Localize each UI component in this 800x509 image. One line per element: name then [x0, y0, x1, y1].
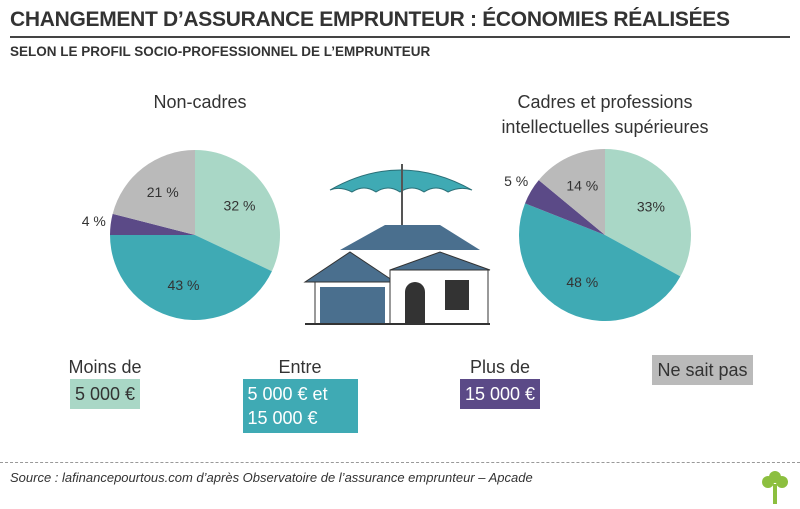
legend-item: Moins de 5 000 €: [50, 355, 160, 409]
legend: Moins de 5 000 € Entre 5 000 € et 15 000 € P…: [0, 355, 800, 455]
legend-swatch-label: 15 000 €: [459, 379, 541, 409]
charts: 32 % 43 % 4 % 21 % 33% 48 % 5 % 14 %: [82, 149, 691, 325]
pie-slice: [112, 150, 195, 235]
legend-item: Entre 5 000 € et 15 000 €: [235, 355, 365, 433]
value-label: 21 %: [147, 184, 179, 200]
legend-item: Ne sait pas: [640, 355, 765, 385]
legend-swatch-label: 5 000 €: [69, 379, 141, 409]
value-label: 14 %: [566, 177, 598, 193]
title-rule: [10, 36, 790, 38]
value-label: 48 %: [566, 274, 598, 290]
legend-swatch-label: Ne sait pas: [652, 355, 753, 385]
subtitle: SELON LE PROFIL SOCIO-PROFESSIONNEL DE L…: [10, 44, 431, 59]
value-label: 43 %: [168, 277, 200, 293]
logo: [762, 471, 788, 504]
pie-slice: [605, 149, 691, 277]
pie-slice: [110, 235, 272, 321]
legend-item: Plus de 15 000 €: [445, 355, 555, 409]
value-label: 4 %: [82, 213, 106, 229]
pie-slice: [519, 203, 681, 321]
chart-title: Cadres et professions intellectuelles su…: [501, 92, 709, 137]
chart-title: Non-cadres: [153, 92, 247, 112]
legend-swatch-label: 5 000 € et 15 000 €: [242, 379, 358, 433]
legend-prefix: Entre: [278, 357, 322, 377]
pie-slice: [525, 180, 605, 235]
value-label: 32 %: [224, 197, 256, 213]
pie-slice: [195, 150, 280, 272]
value-label: 33%: [637, 199, 665, 215]
pie-slice: [538, 149, 605, 235]
value-label: 5 %: [504, 173, 528, 189]
house-illustration: [303, 164, 491, 325]
legend-prefix: Moins de: [68, 357, 142, 377]
separator: [0, 462, 800, 463]
source: Source : lafinancepourtous.com d’après O…: [10, 470, 533, 485]
title: CHANGEMENT D’ASSURANCE EMPRUNTEUR : ÉCON…: [10, 8, 730, 31]
pie-slice: [110, 213, 195, 235]
legend-prefix: Plus de: [469, 357, 531, 377]
